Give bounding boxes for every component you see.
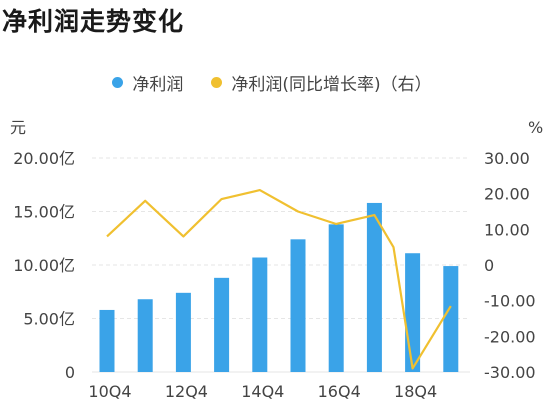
legend-dot-bars	[112, 77, 124, 88]
line-series-path	[106, 189, 452, 370]
legend-item-line[interactable]: 净利润(同比增长率)（右）	[211, 70, 432, 95]
left-tick-label: 10.00亿	[13, 256, 75, 275]
right-tick-label: 10.00	[484, 220, 530, 239]
bar	[405, 253, 421, 372]
legend-label-line: 净利润(同比增长率)（右）	[231, 75, 432, 95]
left-tick-label: 5.00亿	[23, 310, 75, 329]
line-series	[106, 189, 452, 370]
right-tick-label: 30.00	[484, 149, 530, 168]
legend-item-bars[interactable]: 净利润	[112, 70, 183, 95]
left-axis-ticks: 0 5.00亿 10.00亿 15.00亿 20.00亿	[13, 149, 75, 382]
left-tick-label: 0	[65, 363, 75, 382]
right-tick-label: 20.00	[484, 185, 530, 204]
right-tick-label: -10.00	[484, 292, 536, 311]
right-tick-label: 0	[484, 256, 494, 275]
x-tick-label: 14Q4	[241, 382, 284, 401]
left-tick-label: 20.00亿	[13, 149, 75, 168]
bar	[137, 299, 153, 372]
bar	[290, 239, 306, 372]
x-tick-label: 10Q4	[88, 382, 131, 401]
chart-title: 净利润走势变化	[2, 7, 185, 36]
bar	[443, 266, 459, 372]
bar	[175, 292, 191, 372]
left-axis-unit: 元	[10, 118, 26, 137]
bar-series	[99, 202, 459, 372]
x-tick-label: 18Q4	[394, 382, 437, 401]
bar	[214, 277, 230, 372]
legend: 净利润 净利润(同比增长率)（右）	[0, 70, 544, 95]
right-tick-label: -20.00	[484, 327, 536, 346]
right-axis-ticks: -30.00 -20.00 -10.00 0 10.00 20.00 30.00	[484, 149, 536, 382]
bar	[252, 257, 268, 372]
x-tick-label: 16Q4	[318, 382, 361, 401]
legend-label-bars: 净利润	[132, 75, 184, 95]
legend-dot-line	[211, 77, 223, 88]
x-axis-ticks: 10Q4 12Q4 14Q4 16Q4 18Q4	[88, 382, 437, 401]
right-axis-unit: %	[528, 118, 543, 137]
right-tick-label: -30.00	[484, 363, 536, 382]
bar	[328, 224, 344, 372]
x-tick-label: 12Q4	[165, 382, 208, 401]
left-tick-label: 15.00亿	[13, 203, 75, 222]
bar	[366, 202, 382, 372]
bar	[99, 309, 115, 372]
